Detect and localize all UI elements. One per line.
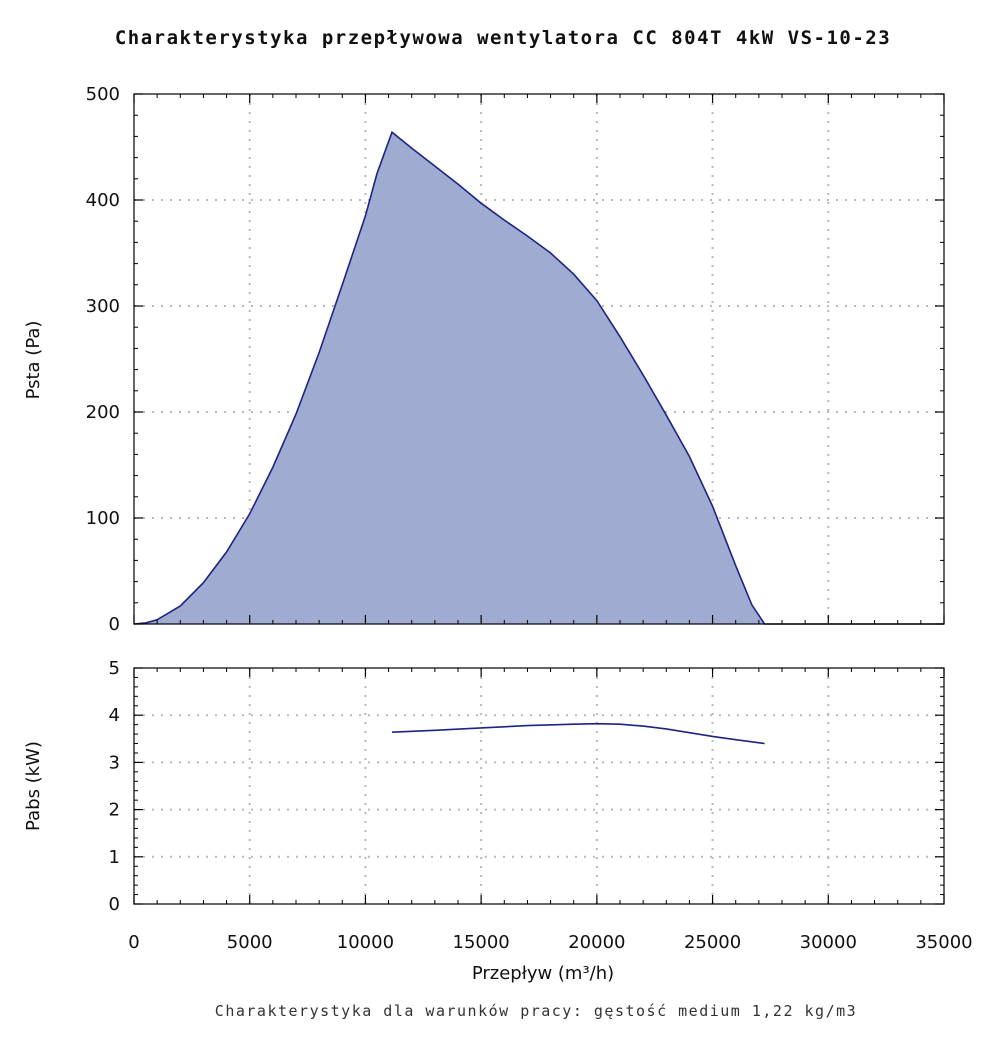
x-tick-label: 35000 xyxy=(915,932,972,953)
pressure-y-tick-labels: 0 100 200 300 400 500 xyxy=(86,84,120,635)
y-tick-label: 200 xyxy=(86,402,120,423)
power-grid xyxy=(134,668,944,904)
flow-x-tick-labels: 0 5000 10000 15000 20000 25000 30000 35000 xyxy=(128,932,972,953)
y-tick-label: 0 xyxy=(109,894,120,915)
y-tick-label: 2 xyxy=(109,800,120,821)
pressure-curve-area xyxy=(134,132,944,624)
flow-x-axis-label: Przepływ (m³/h) xyxy=(472,963,614,984)
x-tick-label: 5000 xyxy=(227,932,273,953)
y-tick-label: 3 xyxy=(109,752,120,773)
power-y-axis-label: Pabs (kW) xyxy=(23,741,44,831)
x-tick-label: 10000 xyxy=(337,932,394,953)
x-tick-label: 25000 xyxy=(684,932,741,953)
power-axis-ticks xyxy=(133,667,945,905)
pressure-axis-ticks xyxy=(133,93,945,625)
x-tick-label: 0 xyxy=(128,932,139,953)
x-tick-label: 15000 xyxy=(453,932,510,953)
y-tick-label: 0 xyxy=(109,614,120,635)
y-tick-label: 1 xyxy=(109,847,120,868)
pressure-plot-frame xyxy=(133,93,945,625)
power-curve-line xyxy=(391,722,765,745)
y-tick-label: 300 xyxy=(86,296,120,317)
pressure-curve-line xyxy=(133,130,944,625)
power-y-tick-labels: 0 1 2 3 4 5 xyxy=(109,658,120,915)
pressure-y-axis-label: Psta (Pa) xyxy=(23,321,44,400)
x-tick-label: 30000 xyxy=(800,932,857,953)
y-tick-label: 4 xyxy=(109,705,120,726)
y-tick-label: 400 xyxy=(86,190,120,211)
chart-title: Charakterystyka przepływowa wentylatora … xyxy=(115,27,891,49)
y-tick-label: 100 xyxy=(86,508,120,529)
y-tick-label: 500 xyxy=(86,84,120,105)
operating-conditions-note: Charakterystyka dla warunków pracy: gęst… xyxy=(215,1002,857,1020)
pressure-panel: 0 100 200 300 400 500 Psta (Pa) xyxy=(23,84,945,635)
power-plot-frame xyxy=(133,667,945,905)
x-tick-label: 20000 xyxy=(568,932,625,953)
y-tick-label: 5 xyxy=(109,658,120,679)
power-panel: 0 1 2 3 4 5 0 5000 10000 15000 20000 25000 30000 350… xyxy=(23,658,973,984)
